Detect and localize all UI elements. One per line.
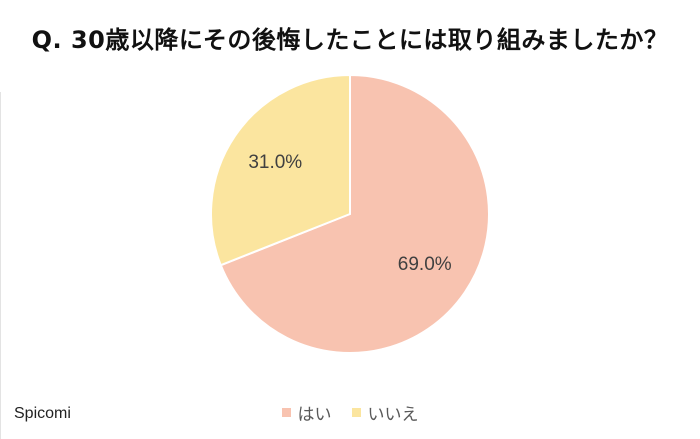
legend-swatch-no	[351, 408, 361, 417]
legend-swatch-yes	[281, 408, 291, 417]
data-label-yes: 69.0%	[398, 254, 452, 275]
legend-item-no: いいえ	[351, 400, 419, 425]
legend-item-yes: はい	[281, 400, 332, 425]
data-label-no: 31.0%	[248, 152, 302, 173]
chart-title: Q. 30歳以降にその後悔したことには取り組みましたか？	[31, 26, 669, 54]
legend-label-no: いいえ	[367, 405, 419, 425]
pie-slice-no	[210, 73, 351, 267]
legend-label-yes: はい	[297, 405, 332, 425]
frame-edge	[0, 92, 1, 439]
pie-slices	[210, 73, 490, 354]
chart-legend: はい いいえ	[0, 400, 700, 425]
watermark-text: Spicomi	[14, 405, 71, 422]
pie-data-labels: 69.0% 31.0%	[248, 152, 451, 275]
pie-slice-yes	[219, 73, 490, 354]
